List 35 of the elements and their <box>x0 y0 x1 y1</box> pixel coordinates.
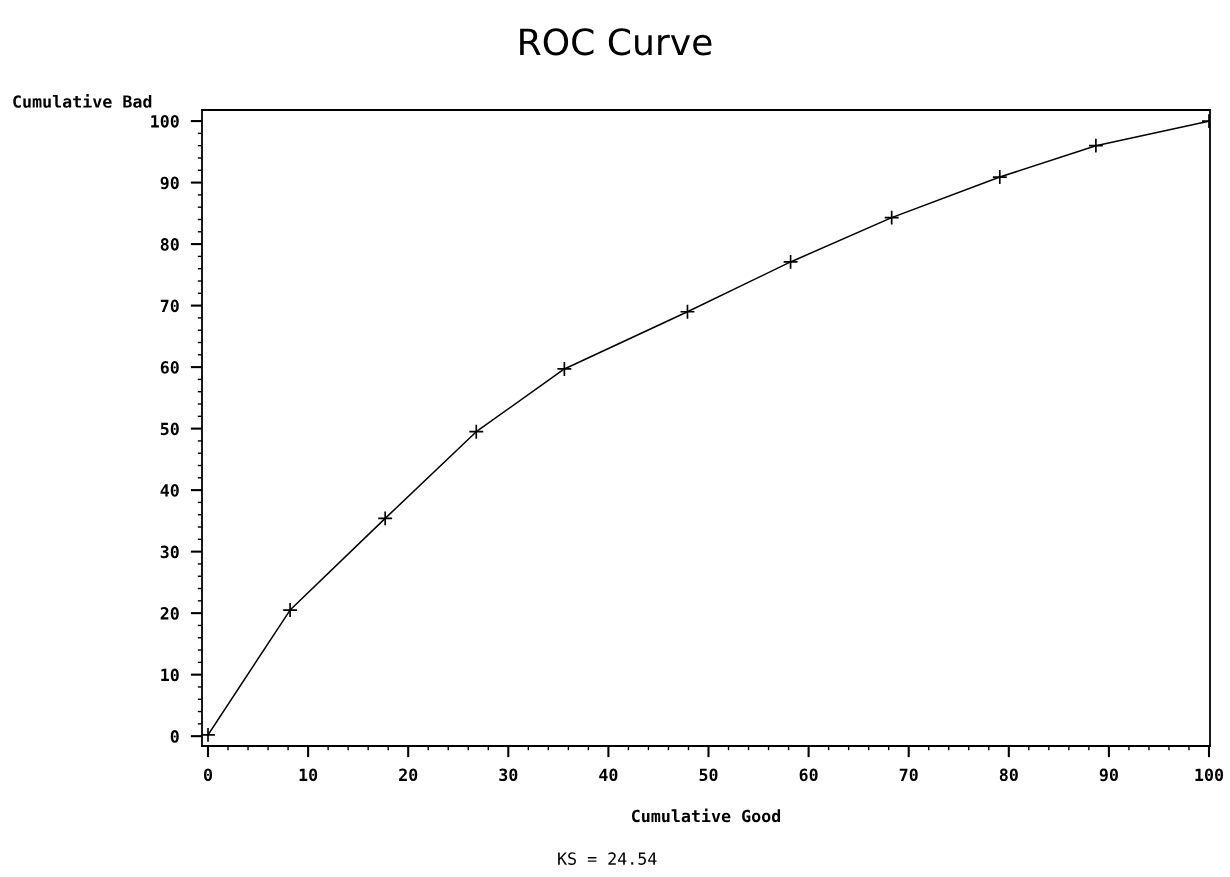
point <box>992 169 1008 185</box>
point <box>468 423 485 440</box>
x-tick-label: 80 <box>999 768 1018 782</box>
y-tick-label: 100 <box>151 115 179 128</box>
y-tick-label: 30 <box>160 545 179 559</box>
x-tick-label: 0 <box>203 768 213 782</box>
point <box>1088 137 1104 154</box>
y-tick-label: 40 <box>160 484 179 497</box>
y-axis-title: Cumulative Bad <box>13 94 152 108</box>
y-tick-label: 80 <box>160 238 179 251</box>
point <box>282 602 298 618</box>
point <box>883 209 900 226</box>
y-tick-label: 70 <box>160 299 179 313</box>
x-tick-label: 10 <box>299 768 318 782</box>
point <box>556 361 573 377</box>
x-axis-title: Cumulative Good <box>631 808 781 823</box>
y-tick-label: 90 <box>160 176 179 190</box>
x-tick-label: 40 <box>599 768 618 782</box>
point <box>377 510 393 527</box>
x-tick-label: 20 <box>399 768 418 782</box>
x-tick-label: 90 <box>1099 768 1118 782</box>
x-tick-label: 70 <box>899 768 918 782</box>
point <box>679 303 696 320</box>
y-tick-label: 20 <box>160 607 179 620</box>
x-tick-label: 30 <box>499 768 518 782</box>
y-tick-label: 10 <box>161 668 179 682</box>
y-tick-label: 0 <box>170 730 179 743</box>
x-tick-label: 100 <box>1195 768 1224 782</box>
point <box>782 254 799 270</box>
text: KS = 24.54 <box>558 852 657 865</box>
x-tick-label: 60 <box>799 768 818 782</box>
y-tick-label: 50 <box>160 422 179 436</box>
chart-title: ROC Curve <box>520 28 712 56</box>
y-tick-label: 60 <box>160 361 179 374</box>
x-tick-label: 50 <box>699 768 718 782</box>
